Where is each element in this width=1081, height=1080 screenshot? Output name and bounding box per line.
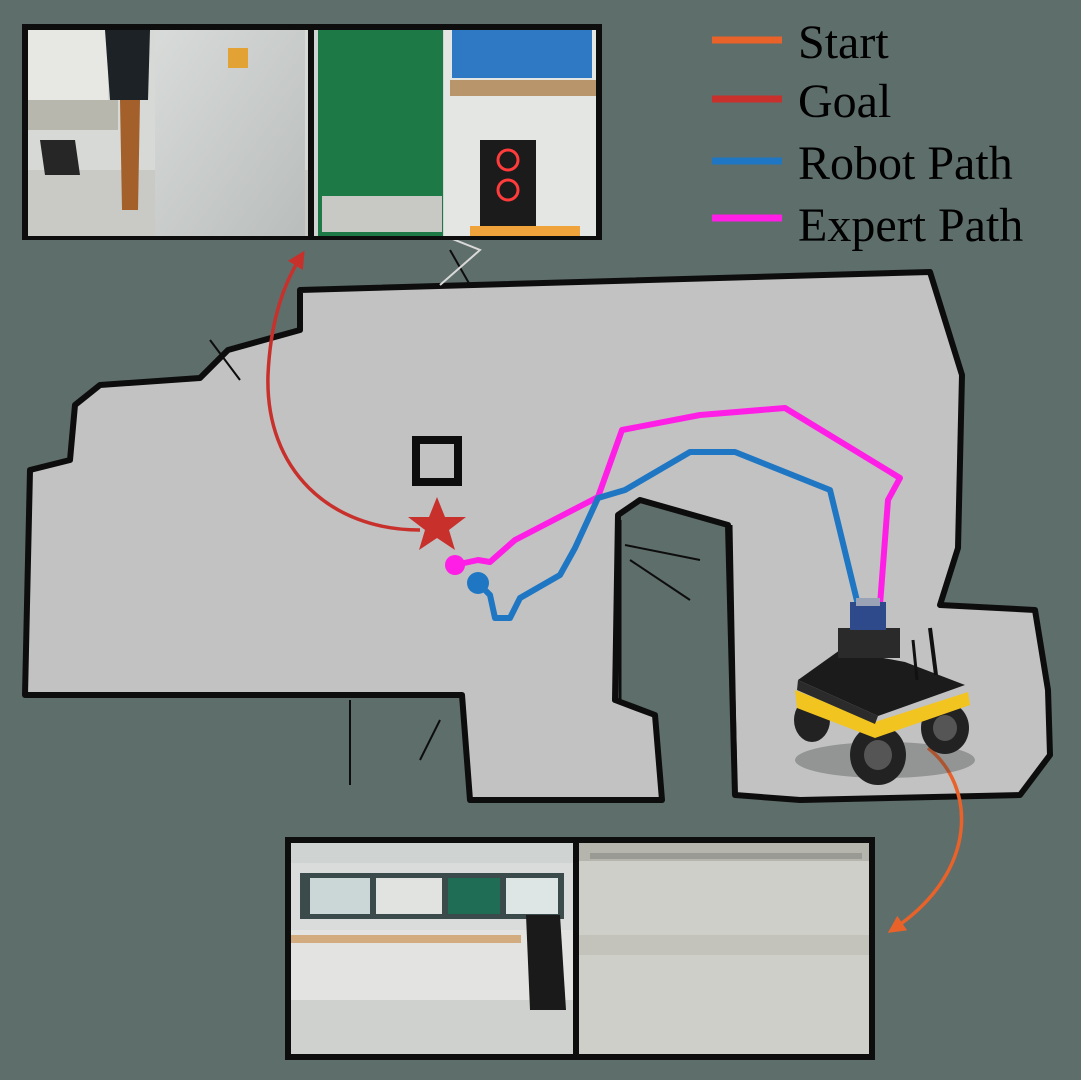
- legend-label: Robot Path: [798, 137, 1013, 190]
- goal-arrow: [266, 250, 421, 532]
- legend: Start Goal Robot Path Expert Path: [712, 16, 1023, 252]
- legend-item-goal: Goal: [712, 75, 891, 128]
- star-icon: [408, 497, 466, 550]
- expert-path-start-dot: [445, 555, 465, 575]
- robot-path-start-dot: [467, 572, 489, 594]
- expert-path: [452, 405, 903, 608]
- start-views-panel: [285, 837, 875, 1060]
- legend-label: Expert Path: [798, 199, 1023, 252]
- map-obstacle-inner: [420, 444, 454, 478]
- map-wall-fragment: [727, 524, 738, 796]
- legend-label: Goal: [798, 75, 891, 128]
- map-floor: [22, 269, 1053, 803]
- goal-views-panel: [22, 24, 602, 240]
- legend-item-start: Start: [712, 16, 889, 69]
- start-view-corridor-window: [291, 843, 573, 1054]
- occupancy-map: [22, 229, 1053, 803]
- goal-view-office-pillar: [28, 30, 308, 236]
- start-view-white-wall: [579, 843, 869, 1054]
- legend-item-expert-path: Expert Path: [712, 199, 1023, 252]
- robot-path: [475, 449, 861, 621]
- legend-item-robot-path: Robot Path: [712, 137, 1013, 190]
- goal-view-green-door: [314, 30, 596, 236]
- ugv-robot-icon: [794, 598, 975, 785]
- start-arrow: [887, 746, 964, 933]
- legend-label: Start: [798, 16, 889, 69]
- map-noise: [209, 249, 701, 785]
